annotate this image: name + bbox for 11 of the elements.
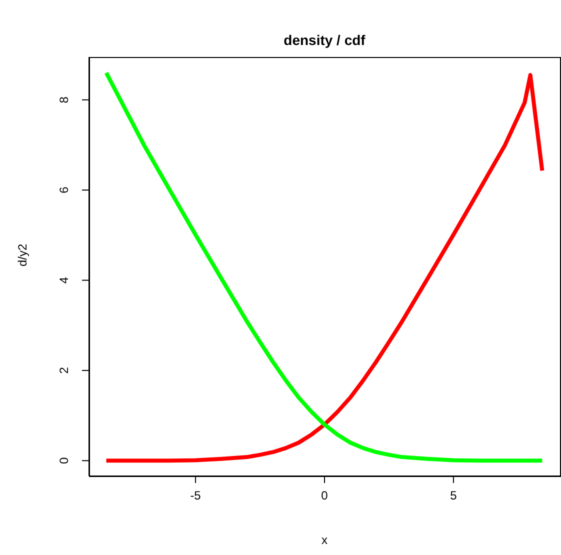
y-tick-label: 4 — [57, 276, 71, 284]
x-tick-label: 5 — [450, 488, 458, 503]
chart-title: density / cdf — [282, 32, 366, 48]
x-tick-label: 0 — [321, 488, 328, 503]
x-tick-label: -5 — [190, 488, 202, 503]
y-tick-label: 0 — [57, 457, 71, 464]
y-tick-label: 8 — [57, 96, 71, 104]
y-axis-title: d/y2 — [15, 243, 30, 266]
y-tick-label: 6 — [57, 186, 71, 194]
y-tick-label: 2 — [57, 366, 71, 374]
x-axis-title: x — [322, 533, 328, 547]
